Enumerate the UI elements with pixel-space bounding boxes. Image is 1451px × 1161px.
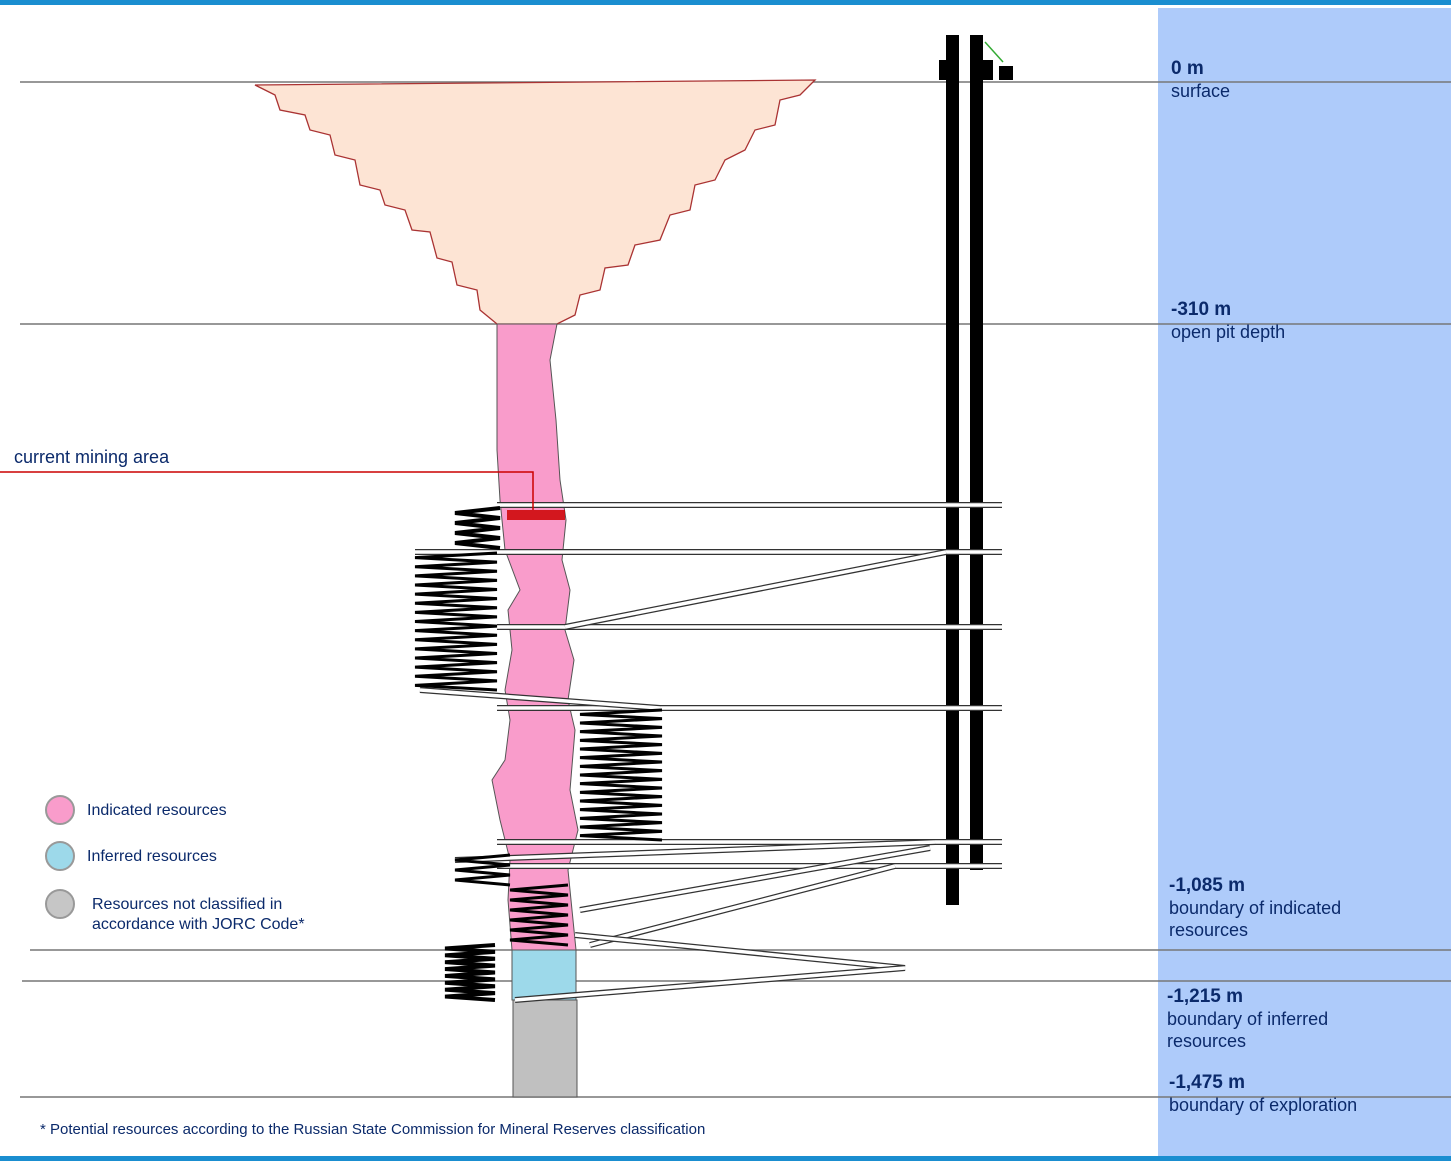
current-mining-area bbox=[507, 510, 565, 520]
mine-working bbox=[564, 550, 947, 629]
unclassified-ore-body bbox=[512, 999, 578, 1098]
mine-working bbox=[579, 846, 931, 912]
mine-working bbox=[444, 943, 496, 1002]
mine-working bbox=[419, 688, 661, 710]
depth-description: boundary of inferred resources bbox=[1167, 1009, 1329, 1051]
mine-working bbox=[454, 853, 511, 887]
open-pit bbox=[254, 79, 817, 325]
legend-label: Resources not classified in accordance w… bbox=[92, 896, 305, 933]
footnote: * Potential resources according to the R… bbox=[40, 1121, 706, 1138]
mine-working bbox=[579, 708, 663, 842]
depth-label: -1,215 m bbox=[1167, 986, 1244, 1007]
legend-swatch bbox=[45, 889, 75, 919]
mine-working bbox=[454, 840, 936, 862]
legend-swatch bbox=[45, 795, 75, 825]
legend-label: Inferred resources bbox=[87, 848, 217, 865]
depth-description: surface bbox=[1171, 81, 1231, 101]
depth-description: open pit depth bbox=[1171, 322, 1286, 342]
callout-label: current mining area bbox=[14, 447, 170, 467]
mine-working bbox=[589, 864, 896, 947]
depth-label: -1,085 m bbox=[1169, 875, 1246, 896]
depth-label: -310 m bbox=[1171, 299, 1232, 320]
mine-working bbox=[514, 966, 906, 1002]
mine-workings bbox=[414, 502, 1002, 1003]
legend-label: Indicated resources bbox=[87, 802, 227, 819]
mine-working bbox=[454, 506, 501, 550]
depth-label: 0 m bbox=[1171, 58, 1204, 79]
mine-working bbox=[414, 551, 498, 692]
callout-line bbox=[0, 471, 534, 510]
depth-label: -1,475 m bbox=[1169, 1072, 1246, 1093]
mine-working bbox=[574, 933, 906, 970]
bottom-border bbox=[0, 1156, 1451, 1161]
top-border bbox=[0, 0, 1451, 5]
shaft bbox=[939, 35, 1013, 905]
depth-panel bbox=[1158, 8, 1451, 1156]
inferred-ore-body bbox=[511, 949, 577, 1001]
legend-swatch bbox=[45, 841, 75, 871]
depth-description: boundary of indicated resources bbox=[1169, 898, 1342, 940]
mine-working bbox=[509, 883, 569, 947]
depth-description: boundary of exploration bbox=[1169, 1095, 1358, 1115]
